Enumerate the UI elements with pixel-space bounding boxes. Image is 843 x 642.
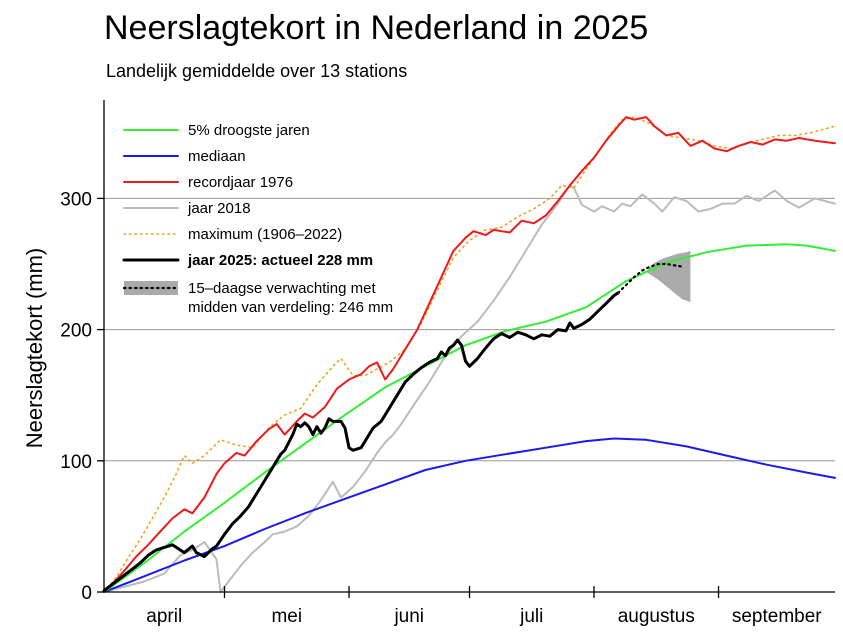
x-tick-label-juli: juli (519, 606, 543, 627)
chart-title: Neerslagtekort in Nederland in 2025 (104, 9, 649, 47)
y-tick-label-200: 200 (60, 321, 92, 342)
y-tick-label-100: 100 (60, 452, 92, 473)
legend-label-p5: 5% droogste jaren (188, 122, 310, 139)
legend-layer: 5% droogste jaren mediaan recordjaar 1976 j… (122, 122, 393, 316)
series-line-median (103, 437, 836, 593)
x-tick-label-mei: mei (271, 606, 302, 627)
series-line-y2025 (102, 291, 620, 593)
chart-subtitle: Landelijk gemiddelde over 13 stations (106, 61, 408, 81)
y-tick-label-0: 0 (81, 583, 92, 604)
x-tick-label-juni: juni (393, 606, 424, 627)
x-tick-label-augustus: augustus (618, 606, 695, 627)
x-tick-label-september: september (732, 606, 822, 627)
series-line-max (103, 116, 836, 593)
axis-layer: 0 100 200 300 april mei juni juli augustus septem… (60, 100, 835, 627)
legend-label-y2018: jaar 2018 (187, 200, 251, 217)
legend-label-max: maximum (1906–2022) (188, 226, 342, 243)
series-line-r1976 (103, 116, 836, 593)
legend-label-y2025: jaar 2025: actueel 228 mm (187, 252, 373, 269)
legend-label-median: mediaan (188, 148, 246, 165)
series-line-p5 (103, 243, 836, 593)
series-layer (102, 116, 836, 593)
legend-label-forecast: 15–daagse verwachting met (188, 280, 376, 297)
legend-label-r1976: recordjaar 1976 (188, 174, 293, 191)
legend-label-forecast-line2: midden van verdeling: 246 mm (188, 299, 393, 316)
y-tick-label-300: 300 (60, 189, 92, 210)
x-tick-label-april: april (146, 606, 182, 627)
y-axis-label: Neerslagtekort (mm) (22, 248, 47, 448)
series-line-y2018 (103, 184, 836, 593)
